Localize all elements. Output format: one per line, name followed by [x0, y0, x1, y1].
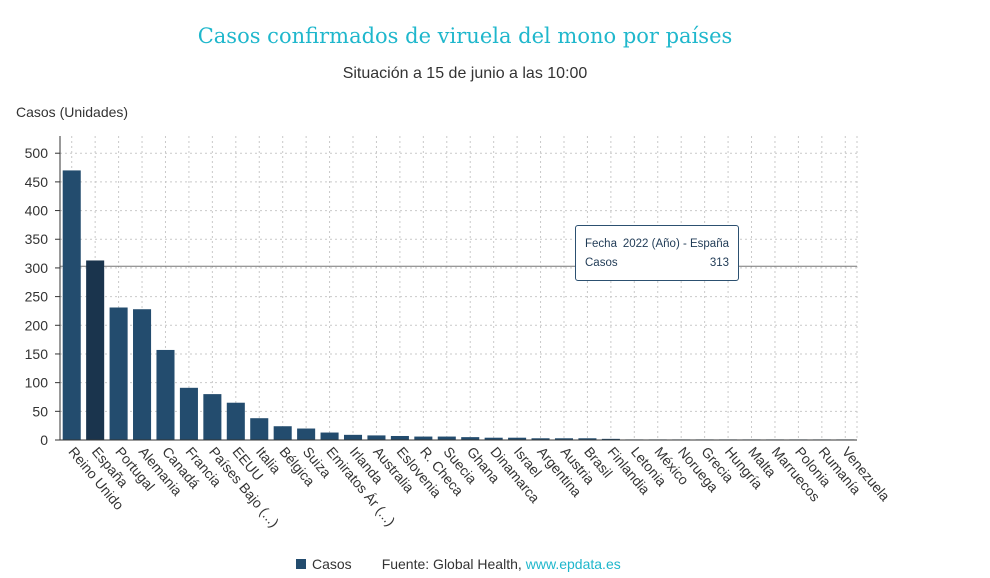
y-tick-label: 500 [25, 145, 49, 161]
tooltip-casos-label: Casos [585, 257, 618, 269]
bar-ghana[interactable] [461, 437, 480, 440]
y-tick-labels: 0 50 100 150 200 250 300 350 400 450 500 [25, 145, 49, 448]
legend-swatch[interactable] [296, 559, 306, 569]
y-tick-label: 400 [25, 203, 49, 219]
chart-subtitle: Situación a 15 de junio a las 10:00 [342, 65, 588, 82]
y-tick-label: 100 [25, 375, 49, 391]
y-tick-label: 250 [25, 289, 49, 305]
bars [62, 170, 855, 440]
tooltip-casos-value: 313 [709, 257, 729, 269]
bar-italia[interactable] [250, 418, 269, 440]
tooltip-fecha-value: 2022 (Año) - España [622, 238, 729, 250]
y-tick-label: 300 [25, 260, 49, 276]
bar-eeuu[interactable] [226, 402, 245, 440]
y-tick-label: 150 [25, 346, 49, 362]
y-tick-label: 200 [25, 317, 49, 333]
bar-suiza[interactable] [297, 428, 316, 440]
y-tick-label: 0 [40, 432, 48, 448]
legend-label[interactable]: Casos [312, 556, 352, 572]
bar-irlanda[interactable] [343, 434, 363, 440]
bar-eslovenia[interactable] [390, 435, 409, 440]
x-tick-labels: Reino UnidoEspañaPortugalAlemaniaCanadáF… [65, 444, 893, 531]
bar-b-lgica[interactable] [273, 426, 292, 440]
source-label: Fuente: Global Health, [381, 556, 522, 572]
bar-austria[interactable] [554, 438, 574, 440]
bar-emiratos-r-[interactable] [320, 432, 339, 440]
bar-reino-unido[interactable] [62, 170, 81, 440]
bar-australia[interactable] [367, 435, 386, 440]
grid [55, 136, 858, 441]
bar-alemania[interactable] [133, 309, 152, 440]
source-link[interactable]: www.epdata.es [525, 556, 621, 572]
bar-argentina[interactable] [531, 438, 550, 440]
legend: Casos Fuente: Global Health, www.epdata.… [296, 556, 621, 572]
bar-francia[interactable] [179, 387, 198, 440]
y-tick-label: 50 [32, 403, 48, 419]
bar-pa-ses-bajo-[interactable] [203, 394, 222, 440]
bar-espa-a[interactable] [86, 260, 105, 440]
bar-dinamarca[interactable] [484, 437, 503, 440]
bar-portugal[interactable] [109, 307, 128, 440]
bar-tooltip: Fecha 2022 (Año) - España Casos 313 [575, 225, 739, 281]
bar-brasil[interactable] [578, 438, 597, 440]
axes [59, 136, 857, 441]
tooltip-fecha-label: Fecha [585, 238, 617, 250]
y-tick-label: 450 [25, 174, 49, 190]
y-axis-label: Casos (Unidades) [16, 104, 129, 120]
bar-suecia[interactable] [437, 436, 456, 440]
chart-title: Casos confirmados de viruela del mono po… [197, 24, 733, 48]
bar-r-checa[interactable] [414, 436, 433, 440]
bar-israel[interactable] [508, 437, 527, 440]
bar-finlandia[interactable] [601, 438, 620, 440]
y-tick-label: 350 [25, 231, 49, 247]
bar-canad-[interactable] [156, 349, 175, 440]
